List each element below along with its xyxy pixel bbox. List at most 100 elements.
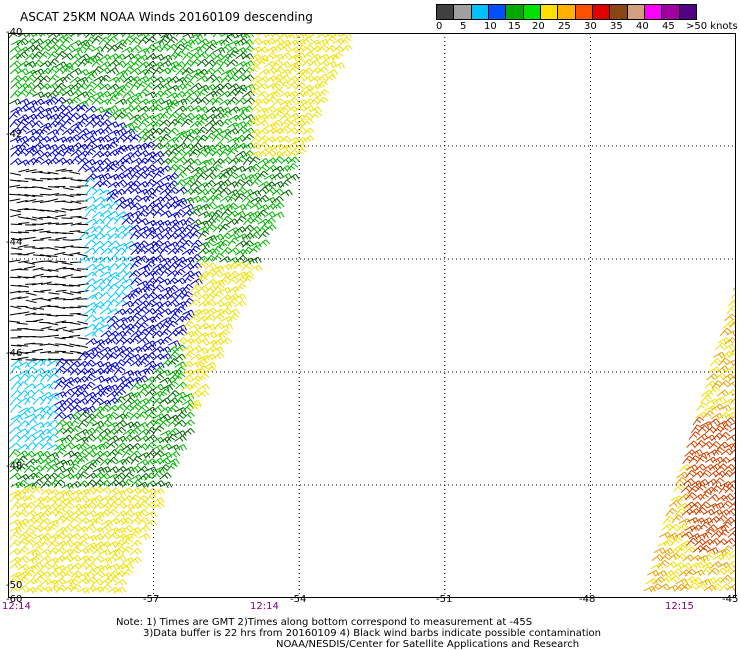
wind-barb (226, 59, 239, 68)
wind-barb (77, 572, 91, 579)
wind-barb (93, 202, 106, 210)
wind-barb (129, 556, 142, 564)
wind-barb (115, 317, 128, 324)
wind-barb (203, 353, 217, 361)
wind-barb (55, 320, 67, 324)
wind-barb (136, 240, 149, 249)
wind-barb (114, 579, 127, 586)
wind-barb (174, 396, 187, 406)
wind-barb (78, 517, 91, 526)
wind-barb (115, 442, 128, 450)
wind-barb (99, 119, 112, 128)
wind-barb (38, 51, 51, 60)
wind-barb (227, 276, 239, 286)
wind-barb (182, 112, 196, 120)
wind-barb (714, 525, 728, 532)
wind-barb (9, 397, 22, 406)
wind-barb (144, 352, 157, 361)
wind-barb (32, 247, 44, 250)
wind-barb (84, 314, 97, 323)
wind-barb (129, 392, 142, 399)
wind-barb (168, 340, 181, 347)
wind-barb (17, 473, 30, 481)
wind-barb (151, 390, 165, 398)
wind-barb (196, 117, 209, 127)
wind-barb (137, 88, 150, 97)
wind-barb (152, 450, 165, 458)
wind-barb (707, 567, 720, 576)
wind-barb (62, 442, 76, 450)
wind-barb (220, 156, 233, 165)
wind-barb (732, 415, 736, 419)
wind-barb (70, 200, 82, 204)
wind-barb (685, 469, 697, 479)
wind-barb (10, 296, 22, 300)
wind-barb (91, 328, 104, 337)
wind-barb (145, 192, 157, 202)
wind-barb (76, 91, 90, 98)
wind-barb (717, 337, 731, 344)
wind-barb (196, 126, 209, 136)
wind-barb (10, 493, 22, 502)
wind-barb (174, 43, 186, 53)
wind-barb (159, 436, 172, 444)
legend-label-10: >50 knots (686, 21, 738, 32)
wind-barb (264, 149, 277, 158)
wind-barb (46, 433, 59, 443)
wind-barb (196, 88, 209, 98)
wind-barb (122, 509, 135, 517)
wind-barb (31, 44, 44, 53)
wind-barb (121, 231, 134, 240)
wind-barb (167, 219, 180, 226)
wind-barb (31, 553, 44, 562)
wind-barb (76, 216, 88, 220)
wind-barb (189, 158, 202, 166)
wind-barb (263, 105, 277, 113)
legend-color-11 (626, 4, 645, 20)
wind-barb (122, 166, 136, 174)
wind-barb (174, 277, 187, 285)
wind-barb (62, 285, 74, 287)
wind-barb (670, 568, 683, 577)
wind-barb (144, 156, 157, 165)
wind-barb (137, 500, 149, 510)
wind-barb (137, 517, 150, 526)
wind-barb (33, 290, 45, 293)
wind-barb (61, 36, 74, 46)
wind-barb (182, 80, 195, 90)
wind-barb (100, 284, 113, 292)
wind-barb (220, 247, 233, 256)
wind-barb (98, 472, 112, 481)
wind-barb (113, 426, 127, 435)
wind-barb (129, 403, 142, 412)
wind-barb (9, 352, 21, 355)
wind-barb (9, 418, 22, 427)
wind-barb (18, 407, 31, 414)
time-label-2: 12:14 (250, 601, 279, 612)
wind-barb (248, 65, 261, 75)
wind-barb (25, 217, 37, 221)
wind-barb (106, 105, 119, 112)
wind-barb (250, 104, 263, 113)
wind-barb (100, 43, 113, 52)
wind-barb (83, 434, 96, 442)
wind-barb (204, 52, 218, 60)
wind-barb (694, 538, 707, 547)
wind-barb (99, 387, 112, 397)
wind-barb (84, 373, 96, 383)
wind-barb (17, 114, 30, 121)
wind-barb (39, 539, 52, 548)
wind-barb (17, 576, 29, 585)
wind-barb (732, 543, 736, 547)
wind-barb (69, 350, 81, 354)
wind-barb (91, 517, 104, 526)
wind-barb (121, 434, 134, 443)
wind-barb (84, 278, 97, 286)
wind-barb (47, 157, 60, 165)
wind-barb (175, 238, 188, 247)
legend-label-6: 30 (584, 21, 597, 32)
wind-barb (121, 376, 135, 384)
wind-barb (76, 456, 89, 464)
wind-barb (160, 443, 173, 450)
wind-barb (249, 128, 262, 136)
